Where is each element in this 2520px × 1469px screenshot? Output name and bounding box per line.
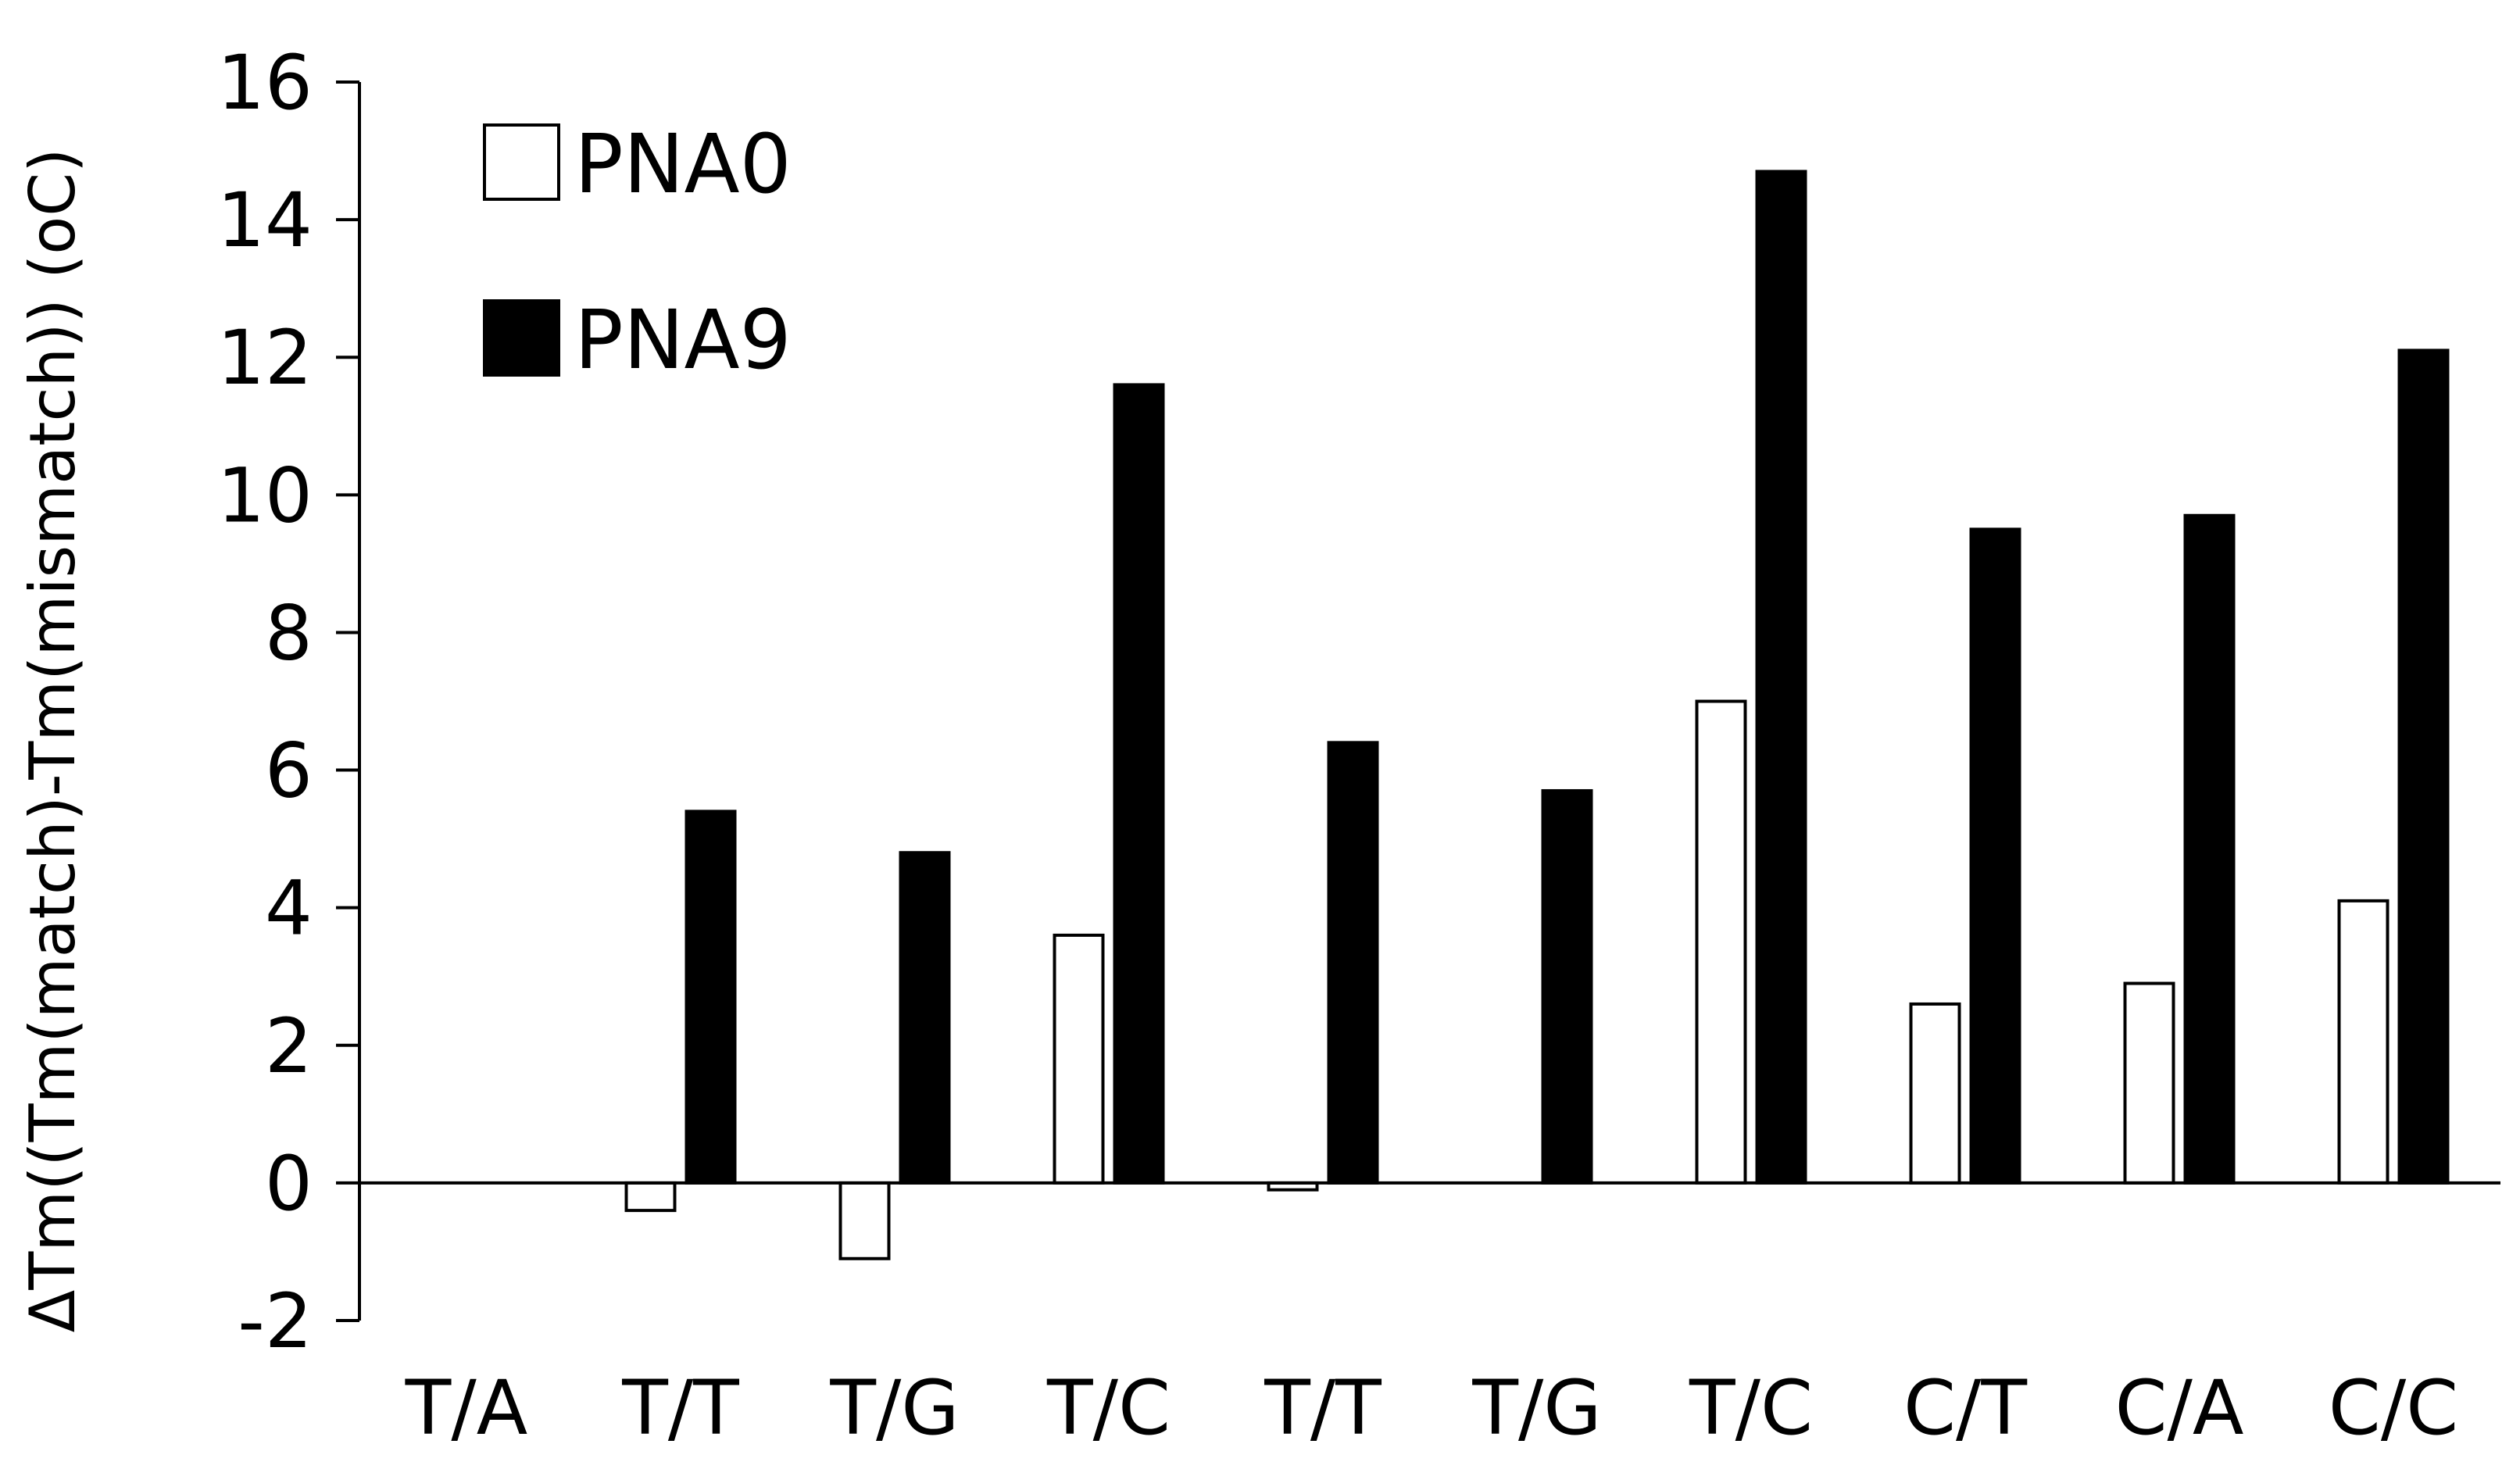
bar-pna9 (1969, 527, 2021, 1185)
legend-swatch-pna9 (483, 299, 560, 377)
legend-swatch-pna0 (483, 123, 560, 201)
axes: -2 0 2 4 6 8 10 12 14 16 T/A T/T T/G T/C T/T T/G T/C C/T C… (217, 39, 2500, 1452)
x-tick-label: T/T (621, 1364, 739, 1452)
y-tick-label: 16 (217, 39, 313, 127)
legend-label: PNA0 (574, 116, 792, 212)
y-tick-label: 8 (265, 589, 313, 677)
y-tick-label: 12 (217, 314, 313, 402)
x-tick-label: T/G (829, 1364, 959, 1452)
bar-pna9 (1541, 788, 1593, 1185)
legend-label: PNA9 (574, 292, 792, 388)
bar-pna0 (1695, 699, 1747, 1185)
bar-pna9 (1113, 383, 1165, 1185)
x-tick-label: T/C (1046, 1364, 1171, 1452)
y-tick-label: -2 (238, 1278, 313, 1365)
y-tick-label: 0 (265, 1140, 313, 1228)
x-tick-label: T/G (1471, 1364, 1601, 1452)
bar-pna0 (838, 1181, 891, 1260)
x-tick-label: C/T (1903, 1364, 2027, 1452)
bar-pna9 (2183, 513, 2236, 1185)
y-axis-title: ΔTm((Tm(match)-Tm(mismatch)) (oC) (16, 148, 89, 1333)
y-tick-label: 14 (217, 177, 313, 264)
y-tick-label: 2 (265, 1003, 313, 1090)
bar-pna0 (2123, 981, 2175, 1185)
bar-pna9 (2397, 348, 2450, 1185)
x-tick-label: T/T (1264, 1364, 1382, 1452)
y-tick-label: 10 (217, 452, 313, 539)
x-tick-label: C/C (2329, 1364, 2458, 1452)
y-tick-label: 6 (265, 727, 313, 815)
x-tick-label: C/A (2114, 1364, 2243, 1452)
x-tick-label: T/A (405, 1364, 528, 1452)
bar-pna9 (685, 810, 737, 1185)
bars (624, 170, 2450, 1260)
bar-pna0 (1053, 933, 1105, 1185)
bar-pna9 (1755, 170, 1807, 1185)
bar-pna0 (624, 1181, 677, 1213)
x-tick-label: T/C (1689, 1364, 1813, 1452)
bar-pna9 (899, 851, 951, 1185)
bar-pna0 (1909, 1002, 1961, 1185)
bar-pna0 (2337, 899, 2390, 1185)
y-tick-label: 4 (265, 865, 313, 953)
legend: PNA0 PNA9 (483, 116, 792, 388)
bar-pna9 (1327, 741, 1379, 1185)
